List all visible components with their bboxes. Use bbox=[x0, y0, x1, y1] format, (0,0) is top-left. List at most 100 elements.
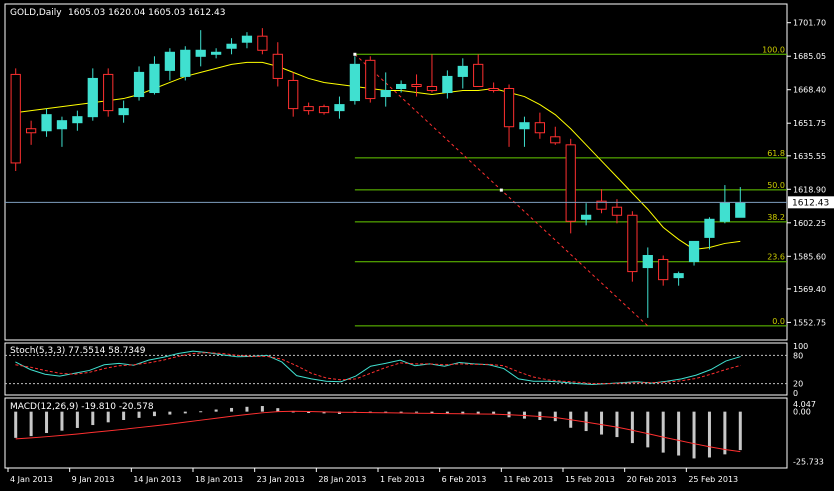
fib-level-label: 61.8 bbox=[767, 149, 785, 158]
price-axis: 1701.70 1685.05 1668.40 1651.75 1635.55 1618.… bbox=[787, 19, 826, 327]
fib-trend-start bbox=[353, 52, 357, 56]
macd-bar bbox=[29, 411, 33, 437]
macd-bar bbox=[445, 411, 449, 414]
price-tick-label: 1701.70 bbox=[793, 19, 826, 28]
candle-body bbox=[611, 206, 623, 216]
candle-body bbox=[226, 43, 237, 49]
candle-body bbox=[673, 273, 684, 279]
x-axis: 4 Jan 2013 9 Jan 2013 14 Jan 2013 18 Jan 20… bbox=[7, 468, 738, 484]
macd-bar bbox=[75, 411, 79, 428]
macd-bar bbox=[199, 411, 203, 413]
fib-level-label: 0.0 bbox=[772, 317, 785, 326]
macd-bar bbox=[538, 411, 542, 420]
macd-bar bbox=[630, 411, 634, 444]
stoch-panel-frame bbox=[4, 342, 788, 396]
candle-body bbox=[365, 59, 376, 100]
stoch-tick-label: 100 bbox=[793, 342, 808, 351]
macd-panel-frame bbox=[4, 397, 788, 469]
x-tick-label: 18 Jan 2013 bbox=[195, 475, 243, 484]
price-tick-label: 1569.40 bbox=[793, 285, 826, 294]
candle-body bbox=[272, 53, 283, 79]
price-tick-label: 1552.75 bbox=[793, 318, 826, 327]
candle-body bbox=[87, 77, 98, 118]
macd-tick-label: 4.047 bbox=[793, 400, 816, 409]
candle-body bbox=[704, 218, 715, 238]
candle-body bbox=[688, 240, 700, 263]
x-tick-label: 6 Feb 2013 bbox=[442, 475, 487, 484]
x-tick-label: 14 Jan 2013 bbox=[133, 475, 181, 484]
macd-bar bbox=[677, 411, 681, 456]
price-tick-label: 1618.90 bbox=[793, 185, 826, 194]
candle-body bbox=[41, 114, 52, 132]
macd-bar bbox=[661, 411, 665, 453]
macd-bar bbox=[430, 411, 434, 414]
macd-bar bbox=[692, 411, 696, 459]
candle-body bbox=[103, 73, 114, 112]
current-price-label: 1612.43 bbox=[792, 198, 829, 208]
macd-bar bbox=[152, 411, 156, 417]
macd-bar bbox=[291, 411, 295, 413]
candle-body bbox=[180, 49, 191, 77]
candle-body bbox=[257, 35, 268, 51]
candle-body bbox=[565, 144, 576, 222]
macd-bar bbox=[276, 408, 280, 412]
macd-bar bbox=[584, 411, 588, 432]
price-title: GOLD,Daily bbox=[10, 8, 62, 18]
candle-body bbox=[550, 136, 561, 144]
price-tick-label: 1685.05 bbox=[793, 52, 826, 61]
macd-bar bbox=[461, 411, 465, 415]
macd-bar bbox=[245, 406, 249, 412]
macd-layer bbox=[14, 406, 742, 459]
candle-body bbox=[658, 259, 669, 281]
stoch-tick-label: 80 bbox=[793, 351, 803, 360]
macd-bar bbox=[476, 411, 480, 414]
price-tick-label: 1651.75 bbox=[793, 119, 826, 128]
candle-body bbox=[488, 87, 499, 92]
candle-body bbox=[642, 255, 653, 269]
candle-body bbox=[349, 63, 360, 102]
stoch-tick-label: 0 bbox=[793, 389, 798, 398]
candle-body bbox=[473, 63, 484, 87]
stoch-signal-line bbox=[15, 352, 741, 385]
candle-body bbox=[288, 79, 299, 110]
macd-bar bbox=[322, 411, 326, 414]
macd-title: MACD(12,26,9) -19.810 -20.578 bbox=[10, 402, 154, 412]
candle-body bbox=[10, 73, 21, 164]
price-tick-label: 1602.25 bbox=[793, 219, 826, 228]
macd-bar bbox=[183, 411, 187, 414]
stochastic-layer bbox=[5, 350, 787, 386]
candle-body bbox=[26, 128, 37, 134]
x-tick-label: 9 Jan 2013 bbox=[72, 475, 115, 484]
macd-bar bbox=[168, 411, 172, 415]
candle-body bbox=[442, 75, 453, 94]
candle-body bbox=[195, 49, 206, 57]
macd-bar bbox=[137, 411, 141, 418]
macd-signal-line bbox=[15, 410, 741, 453]
fib-level-label: 23.6 bbox=[767, 253, 785, 262]
x-tick-label: 25 Feb 2013 bbox=[688, 475, 738, 484]
macd-bar bbox=[492, 411, 496, 415]
macd-bar bbox=[122, 411, 126, 420]
x-tick-label: 15 Feb 2013 bbox=[565, 475, 615, 484]
candle-body bbox=[303, 106, 314, 112]
candle-body bbox=[627, 214, 638, 273]
x-tick-label: 28 Jan 2013 bbox=[318, 475, 366, 484]
candle-body bbox=[318, 106, 330, 114]
candle-body bbox=[56, 120, 68, 130]
candle-body bbox=[457, 65, 468, 77]
macd-bar bbox=[45, 411, 49, 433]
candle-body bbox=[118, 108, 129, 116]
macd-bar bbox=[384, 411, 388, 413]
macd-bar bbox=[723, 411, 727, 455]
candle-body bbox=[72, 116, 83, 124]
candle-body bbox=[503, 87, 515, 128]
candle-body bbox=[735, 202, 746, 218]
candle-body bbox=[519, 122, 530, 130]
candle-body bbox=[411, 83, 422, 87]
fib-level-label: 100.0 bbox=[762, 45, 785, 54]
macd-bar bbox=[60, 411, 64, 431]
candle-body bbox=[211, 51, 222, 55]
